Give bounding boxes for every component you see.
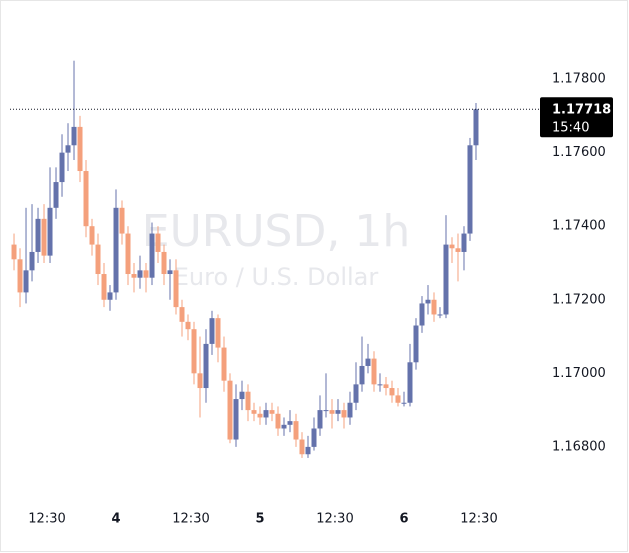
candle-body — [389, 388, 395, 396]
candle-body — [179, 307, 185, 322]
candle-body — [23, 270, 29, 293]
candle-body — [71, 126, 77, 146]
candle-body — [269, 410, 275, 414]
y-tick-label: 1.17800 — [552, 72, 606, 87]
candle-body — [47, 207, 53, 256]
candle-body — [41, 218, 47, 256]
candle-body — [395, 395, 401, 403]
candle-body — [203, 343, 209, 389]
candle-body — [377, 384, 383, 386]
x-tick-label: 12:30 — [316, 512, 353, 527]
candle-body — [215, 318, 221, 348]
candle-body — [149, 233, 155, 278]
candle-body — [65, 145, 71, 153]
last-price-label: 1.17718 — [552, 103, 611, 118]
countdown-label: 15:40 — [552, 121, 589, 136]
candle-body — [347, 402, 353, 418]
candle-body — [323, 410, 329, 412]
x-tick-label: 5 — [255, 512, 264, 527]
candle-body — [53, 182, 59, 208]
candle-body — [371, 358, 377, 385]
watermark-title: EURUSD, 1h — [142, 206, 410, 257]
y-tick-label: 1.17600 — [552, 145, 606, 160]
candle-body — [293, 421, 299, 440]
candle-body — [137, 270, 143, 278]
candle-body — [131, 274, 137, 278]
candle-body — [113, 207, 119, 293]
candle-body — [275, 413, 281, 429]
candle-body — [341, 410, 347, 418]
candle-body — [29, 251, 35, 271]
candle-body — [35, 218, 41, 252]
candle-body — [401, 402, 407, 404]
candle-body — [95, 244, 101, 275]
candle-body — [329, 410, 335, 414]
candle-body — [287, 421, 293, 425]
candle-body — [335, 410, 341, 414]
candle-body — [107, 292, 113, 300]
candle-body — [239, 391, 245, 400]
candle-body — [89, 226, 95, 245]
candle-body — [425, 299, 431, 304]
candle-body — [143, 270, 149, 278]
candle-body — [167, 270, 173, 275]
candle-body — [101, 274, 107, 300]
candle-body — [257, 413, 263, 418]
candle-body — [467, 145, 473, 234]
candle-body — [17, 259, 23, 293]
candle-body — [11, 244, 17, 260]
candle-body — [173, 270, 179, 308]
candle-body — [299, 439, 305, 455]
candle-body — [431, 299, 437, 315]
candle-body — [263, 410, 269, 418]
candle-body — [311, 428, 317, 447]
candle-body — [413, 325, 419, 363]
candle-body — [185, 321, 191, 330]
x-tick-label: 4 — [111, 512, 120, 527]
candle-body — [473, 109, 479, 146]
candle-body — [419, 303, 425, 326]
candle-body — [449, 244, 455, 249]
candle-body — [437, 314, 443, 316]
last-price-box — [540, 97, 613, 138]
candle-body — [125, 233, 131, 275]
candle-body — [251, 410, 257, 414]
candle-body — [365, 358, 371, 366]
candle-body — [83, 171, 89, 227]
candle-body — [317, 410, 323, 429]
candle-body — [221, 347, 227, 381]
candle-body — [197, 373, 203, 389]
candle-body — [407, 362, 413, 403]
candle-body — [233, 399, 239, 440]
candle-body — [227, 380, 233, 440]
candle-body — [155, 233, 161, 252]
candle-body — [383, 384, 389, 389]
candle-body — [353, 384, 359, 403]
x-tick-label: 6 — [399, 512, 408, 527]
candle-body — [245, 391, 251, 411]
x-tick-label: 12:30 — [460, 512, 497, 527]
candle-body — [59, 152, 65, 183]
candle-body — [191, 329, 197, 374]
candle-body — [461, 233, 467, 252]
candle-body — [443, 244, 449, 315]
watermark-subtitle: Euro / U.S. Dollar — [174, 263, 379, 291]
candle-body — [455, 248, 461, 252]
candle-body — [119, 207, 125, 234]
y-tick-label: 1.17200 — [552, 292, 606, 307]
x-tick-label: 12:30 — [172, 512, 209, 527]
candle-body — [77, 126, 83, 172]
candle-body — [209, 318, 215, 344]
y-tick-label: 1.17400 — [552, 219, 606, 234]
x-tick-label: 12:30 — [28, 512, 65, 527]
y-tick-label: 1.16800 — [552, 439, 606, 454]
candle-body — [281, 424, 287, 429]
candle-body — [359, 365, 365, 385]
candle-body — [161, 251, 167, 275]
y-tick-label: 1.17000 — [552, 366, 606, 381]
candle-body — [305, 446, 311, 455]
